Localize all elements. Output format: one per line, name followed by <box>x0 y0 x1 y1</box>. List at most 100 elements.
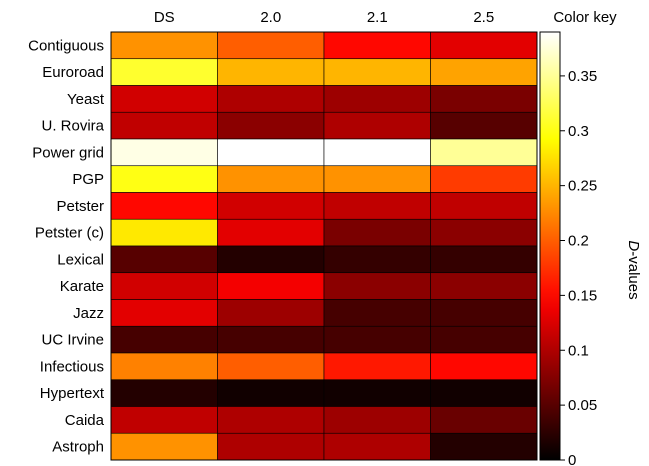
row-label: Jazz <box>73 305 104 322</box>
heatmap-cell <box>110 299 218 327</box>
color-key-tick-label: 0.15 <box>568 287 597 304</box>
color-key-axis-label-rest: -values <box>625 251 642 299</box>
heatmap-cell <box>110 352 218 381</box>
heatmap-cell <box>430 432 538 461</box>
heatmap-cell <box>217 406 325 434</box>
heatmap-cell <box>217 379 325 407</box>
heatmap-cell <box>430 192 538 220</box>
column-labels: DS 2.0 2.1 2.5 <box>154 9 494 26</box>
color-key-tick-label: 0.3 <box>568 123 589 140</box>
row-label: Euroroad <box>42 64 104 81</box>
heatmap-cell <box>217 299 325 327</box>
row-label: Caida <box>65 412 105 429</box>
row-label: Lexical <box>57 251 104 268</box>
color-key-tick-label: 0.35 <box>568 68 597 85</box>
row-label: Power grid <box>32 144 104 161</box>
heatmap-cell <box>110 272 218 300</box>
column-label: 2.0 <box>260 9 281 26</box>
heatmap-cell <box>110 379 218 407</box>
heatmap-cell <box>217 245 325 274</box>
heatmap-cell <box>430 218 538 247</box>
heatmap-cell <box>110 165 218 193</box>
heatmap-cell <box>110 218 218 247</box>
heatmap-cell <box>323 138 431 167</box>
row-label: Hypertext <box>40 385 105 402</box>
row-label: Astroph <box>52 439 104 456</box>
heatmap-cell <box>217 218 325 247</box>
heatmap-cell <box>430 379 538 407</box>
heatmap-cell <box>323 245 431 274</box>
heatmap-cell <box>323 299 431 327</box>
heatmap-cell <box>430 406 538 434</box>
heatmap-cell <box>430 352 538 381</box>
heatmap-cell <box>430 165 538 193</box>
heatmap-cell <box>323 272 431 300</box>
heatmap-cell <box>110 325 218 354</box>
heatmap-frame <box>110 31 538 461</box>
color-key-title: Color key <box>553 9 617 26</box>
heatmap-cell <box>110 111 218 140</box>
heatmap-cell <box>323 192 431 220</box>
color-key-ticks: 0 0.05 0.1 0.15 0.2 0.25 0.3 0.35 <box>560 68 597 466</box>
row-label: Infectious <box>40 358 104 375</box>
column-label: 2.1 <box>367 9 388 26</box>
color-key-tick-label: 0.2 <box>568 233 589 250</box>
heatmap-cell <box>217 85 325 113</box>
row-label: Contiguous <box>28 37 104 54</box>
heatmap-cell <box>323 325 431 354</box>
row-label: PGP <box>72 171 104 188</box>
color-key-axis-label: D-values <box>625 240 642 299</box>
heatmap-cell <box>430 325 538 354</box>
heatmap-cell <box>323 218 431 247</box>
heatmap-cell <box>430 58 538 86</box>
heatmap-cell <box>110 85 218 113</box>
color-key-tick-label: 0.25 <box>568 178 597 195</box>
heatmap-cell <box>110 192 218 220</box>
heatmap-cell <box>323 165 431 193</box>
heatmap-cell <box>110 406 218 434</box>
row-label: UC Irvine <box>41 332 104 349</box>
heatmap-cell <box>323 406 431 434</box>
heatmap-cells <box>110 31 538 461</box>
heatmap-cell <box>110 432 218 461</box>
heatmap-cell <box>323 379 431 407</box>
heatmap-cell <box>430 245 538 274</box>
heatmap-cell <box>110 245 218 274</box>
row-labels: Contiguous Euroroad Yeast U. Rovira Power gr… <box>28 37 105 455</box>
row-label: Karate <box>60 278 104 295</box>
heatmap-cell <box>217 31 325 60</box>
heatmap-cell <box>323 432 431 461</box>
heatmap-cell <box>430 111 538 140</box>
heatmap-cell <box>217 138 325 167</box>
heatmap-cell <box>430 138 538 167</box>
color-key-bar <box>539 31 561 461</box>
color-key-tick-label: 0.05 <box>568 397 597 414</box>
heatmap-cell <box>110 138 218 167</box>
row-label: Petster (c) <box>35 225 104 242</box>
heatmap-cell <box>110 58 218 86</box>
column-label: DS <box>154 9 175 26</box>
row-label: Petster <box>56 198 104 215</box>
heatmap-cell <box>217 352 325 381</box>
heatmap-cell <box>323 111 431 140</box>
heatmap-cell <box>430 31 538 60</box>
heatmap-cell <box>217 111 325 140</box>
row-label: U. Rovira <box>41 118 104 135</box>
heatmap-cell <box>217 58 325 86</box>
heatmap-cell <box>217 192 325 220</box>
heatmap-cell <box>110 31 218 60</box>
heatmap-cell <box>323 58 431 86</box>
heatmap-cell <box>217 325 325 354</box>
heatmap-cell <box>430 272 538 300</box>
heatmap-cell <box>323 31 431 60</box>
color-key-tick-label: 0 <box>568 452 576 466</box>
row-label: Yeast <box>67 91 105 108</box>
color-key-tick-label: 0.1 <box>568 342 589 359</box>
heatmap-cell <box>217 272 325 300</box>
heatmap-cell <box>430 299 538 327</box>
column-label: 2.5 <box>473 9 494 26</box>
heatmap-cell <box>217 432 325 461</box>
heatmap-cell <box>323 85 431 113</box>
heatmap-cell <box>217 165 325 193</box>
